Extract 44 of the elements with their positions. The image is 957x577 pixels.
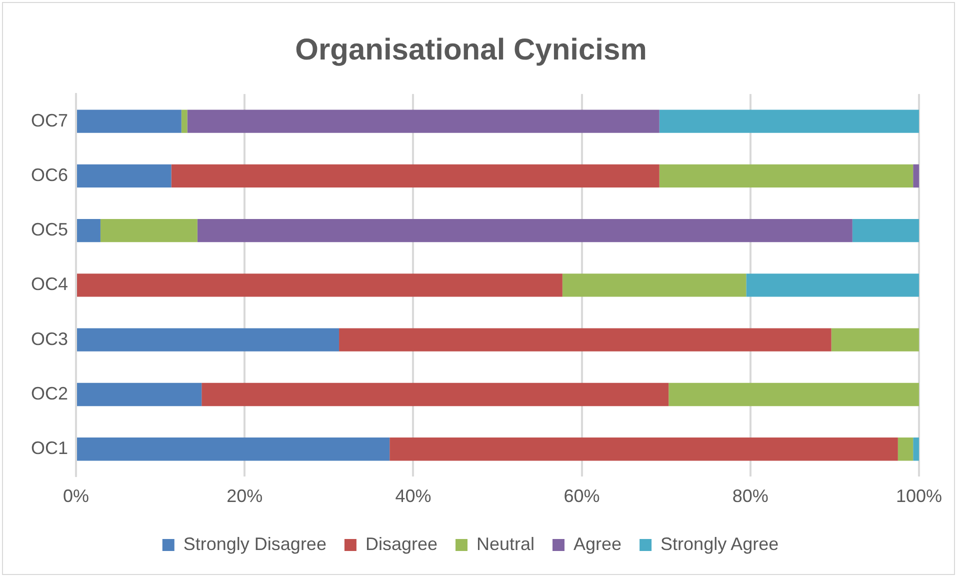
x-tick-label: 40% <box>395 486 432 506</box>
bar <box>100 218 198 242</box>
bar <box>77 218 100 242</box>
chart-title: Organisational Cynicism <box>295 33 647 66</box>
legend-label: Strongly Agree <box>660 534 779 554</box>
y-tick-label: OC2 <box>30 383 68 404</box>
y-tick-label: OC3 <box>30 328 68 349</box>
legend-label: Agree <box>574 534 622 554</box>
bar <box>746 274 919 297</box>
bar <box>913 437 919 461</box>
x-tick-label: 60% <box>564 486 600 506</box>
bar <box>77 110 182 133</box>
y-tick-label: OC6 <box>30 164 68 185</box>
y-tick-label: OC5 <box>30 220 68 240</box>
bar <box>77 382 202 406</box>
y-tick-label: OC7 <box>30 110 68 130</box>
bar <box>181 110 188 133</box>
bar <box>202 382 669 406</box>
bar <box>77 164 172 188</box>
bar <box>659 110 919 133</box>
bar <box>852 218 919 242</box>
bar <box>562 274 746 297</box>
bar <box>77 274 562 297</box>
bar <box>913 164 919 188</box>
bar <box>77 328 340 352</box>
x-tick-label: 0% <box>63 486 90 506</box>
legend-label: Disagree <box>365 534 438 554</box>
legend-label: Neutral <box>476 534 535 554</box>
x-tick-label: 100% <box>896 486 942 506</box>
legend-label: Strongly Disagree <box>183 534 326 554</box>
bar <box>339 328 832 352</box>
bar <box>668 382 919 406</box>
x-tick-label: 80% <box>732 486 768 506</box>
y-tick-label: OC4 <box>30 274 68 294</box>
y-tick-label: OC1 <box>30 438 68 458</box>
bar <box>390 437 898 461</box>
bar <box>171 164 660 188</box>
x-tick-label: 20% <box>226 486 263 506</box>
bar <box>898 437 914 461</box>
bar <box>197 218 852 242</box>
bar <box>77 437 390 461</box>
bar <box>831 328 919 352</box>
bar <box>187 110 660 133</box>
bar <box>659 164 914 188</box>
